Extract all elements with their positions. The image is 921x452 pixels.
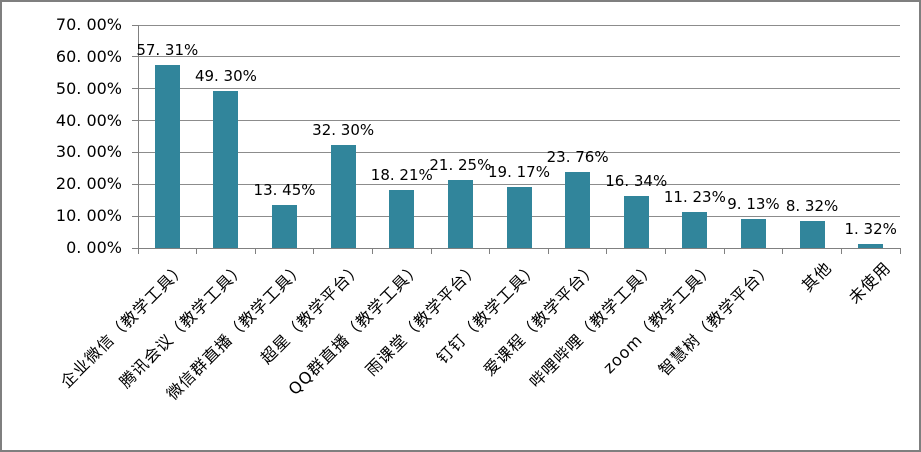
x-axis-tick — [665, 248, 667, 254]
y-gridline — [138, 56, 900, 58]
y-axis-tick-label: 70. 00% — [55, 15, 122, 34]
y-axis-tick-label: 60. 00% — [55, 46, 122, 66]
x-axis-tick — [840, 248, 842, 254]
x-axis-tick — [606, 248, 608, 254]
x-axis-tick — [137, 248, 139, 254]
y-axis-tick-label: 0. 00% — [66, 238, 122, 257]
y-axis-tick — [132, 247, 138, 249]
x-axis-tick — [196, 248, 198, 254]
y-axis-line — [137, 25, 139, 248]
y-axis-tick — [132, 183, 138, 185]
bar — [213, 90, 239, 248]
y-axis-tick — [132, 151, 138, 153]
x-axis-tick — [723, 248, 725, 254]
y-axis-tick-label: 50. 00% — [55, 78, 122, 98]
bar — [623, 195, 649, 248]
x-axis-tick — [313, 248, 315, 254]
y-axis-tick-label: 20. 00% — [55, 174, 122, 194]
x-axis-tick — [782, 248, 784, 254]
y-axis-tick — [132, 120, 138, 122]
bar — [330, 145, 356, 248]
y-axis-tick-label: 40. 00% — [55, 110, 122, 130]
x-axis-tick — [371, 248, 373, 254]
bar-data-label: 9. 13% — [727, 194, 780, 213]
y-axis-tick — [132, 56, 138, 58]
bar-data-label: 18. 21% — [370, 165, 433, 184]
y-gridline — [138, 120, 900, 122]
bar — [272, 205, 298, 248]
bar — [565, 172, 591, 248]
bar — [858, 243, 884, 248]
bar — [447, 180, 473, 248]
bar-data-label: 8. 32% — [785, 197, 839, 216]
y-axis-tick-label: 30. 00% — [55, 142, 122, 162]
bar-data-label: 21. 25% — [429, 156, 492, 175]
bar-data-label: 1. 32% — [844, 219, 897, 238]
bar — [740, 218, 766, 248]
bar-data-label: 19. 17% — [488, 162, 550, 181]
y-gridline — [138, 151, 900, 153]
y-gridline — [138, 88, 900, 90]
bar-data-label: 16. 34% — [605, 171, 668, 190]
x-axis-tick — [547, 248, 549, 254]
bar — [506, 186, 532, 248]
x-axis-category-label: 未使用 — [844, 258, 895, 308]
bar-data-label: 32. 30% — [312, 121, 375, 140]
bar-data-label: 23. 76% — [546, 148, 609, 167]
x-axis-tick — [489, 248, 491, 254]
y-gridline — [138, 24, 900, 26]
y-axis-tick — [132, 215, 138, 217]
bar-data-label: 57. 31% — [136, 41, 199, 60]
bar — [154, 65, 180, 248]
bar-data-label: 49. 30% — [194, 66, 257, 85]
bar-data-label: 11. 23% — [663, 188, 726, 207]
x-axis-tick — [899, 248, 901, 254]
y-axis-tick — [132, 24, 138, 26]
x-axis-tick — [430, 248, 432, 254]
bar — [389, 189, 415, 248]
x-axis-tick — [254, 248, 256, 254]
x-axis-line — [138, 247, 900, 249]
bar — [682, 212, 708, 248]
y-axis-tick-label: 10. 00% — [55, 206, 122, 226]
y-gridline — [138, 183, 900, 185]
bar — [799, 221, 825, 248]
bar-data-label: 13. 45% — [253, 181, 316, 200]
y-axis-tick — [132, 88, 138, 90]
